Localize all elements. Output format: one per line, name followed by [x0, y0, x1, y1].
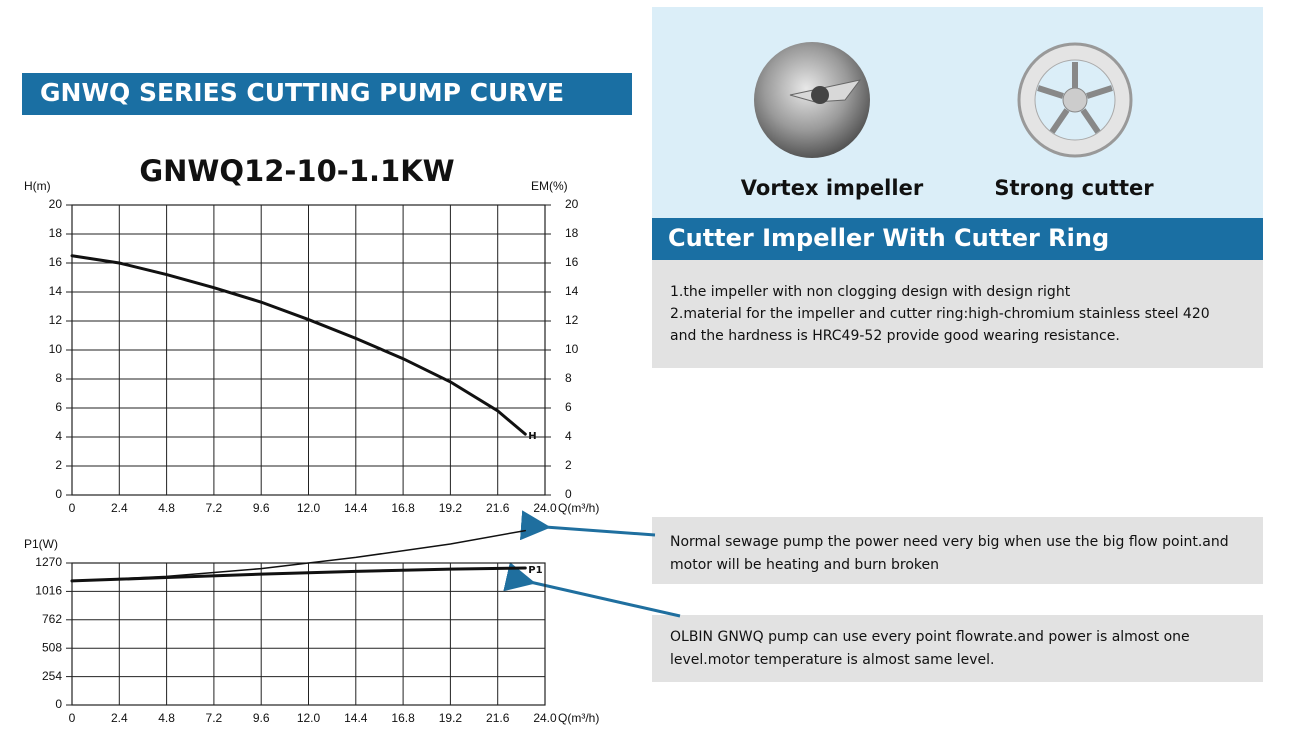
x-tick-label: 24.0 — [533, 501, 557, 515]
y-tick-label: 8 — [55, 371, 62, 385]
x-tick-label: 2.4 — [111, 711, 128, 725]
x-tick-label: 7.2 — [206, 501, 223, 515]
note-arrow — [503, 562, 681, 618]
note-line: Normal sewage pump the power need very b… — [670, 534, 1229, 550]
y2-tick-label: 20 — [565, 197, 579, 211]
x-tick-label: 14.4 — [344, 711, 368, 725]
cutter-hub — [1062, 87, 1088, 113]
x-axis-label: Q(m³/h) — [558, 711, 599, 725]
x-tick-label: 4.8 — [158, 501, 175, 515]
y2-tick-label: 8 — [565, 371, 572, 385]
note-line: level.motor temperature is almost same l… — [670, 652, 995, 668]
x-tick-label: 12.0 — [297, 501, 321, 515]
x-tick-label: 0 — [69, 501, 76, 515]
feature-line: and the hardness is HRC49-52 provide goo… — [670, 328, 1120, 344]
y2-tick-label: 4 — [565, 429, 572, 443]
image-caption: Vortex impeller — [741, 176, 924, 200]
y-tick-label: 14 — [49, 284, 63, 298]
series-line — [70, 566, 527, 583]
image-caption: Strong cutter — [994, 176, 1154, 200]
y-tick-label: 2 — [55, 458, 62, 472]
y-tick-label: 12 — [49, 313, 63, 327]
feature-line: 2.material for the impeller and cutter r… — [670, 306, 1210, 322]
feature-bar — [652, 218, 1263, 260]
series-line — [70, 254, 527, 436]
note-line: motor will be heating and burn broken — [670, 557, 939, 573]
y-tick-label: 254 — [42, 669, 62, 683]
x-tick-label: 4.8 — [158, 711, 175, 725]
y-tick-label: 508 — [42, 640, 62, 654]
y-tick-label: 16 — [49, 255, 63, 269]
y2-tick-label: 18 — [565, 226, 579, 240]
y-tick-label: 1270 — [35, 555, 62, 569]
y2-tick-label: 2 — [565, 458, 572, 472]
y2-tick-label: 16 — [565, 255, 579, 269]
feature-line: 1.the impeller with non clogging design … — [670, 284, 1071, 300]
note-box — [652, 615, 1263, 682]
header-title: GNWQ SERIES CUTTING PUMP CURVE — [40, 78, 564, 107]
y-tick-label: 4 — [55, 429, 62, 443]
series-label: P1 — [528, 565, 542, 576]
x-tick-label: 16.8 — [391, 711, 415, 725]
x-tick-label: 24.0 — [533, 711, 557, 725]
y2-tick-label: 10 — [565, 342, 579, 356]
x-tick-label: 0 — [69, 711, 76, 725]
y-tick-label: 18 — [49, 226, 63, 240]
y-axis-label: P1(W) — [24, 537, 58, 551]
y-tick-label: 10 — [49, 342, 63, 356]
y2-tick-label: 6 — [565, 400, 572, 414]
header-bar — [22, 73, 632, 115]
note-line: OLBIN GNWQ pump can use every point flow… — [670, 629, 1190, 645]
x-tick-label: 21.6 — [486, 501, 510, 515]
x-tick-label: 9.6 — [253, 501, 270, 515]
y-tick-label: 6 — [55, 400, 62, 414]
y-tick-label: 0 — [55, 487, 62, 501]
x-tick-label: 7.2 — [206, 711, 223, 725]
y-tick-label: 0 — [55, 697, 62, 711]
y2-tick-label: 14 — [565, 284, 579, 298]
x-axis-label: Q(m³/h) — [558, 501, 599, 515]
chart-title: GNWQ12-10-1.1KW — [139, 154, 454, 188]
y-axis-label: H(m) — [24, 179, 51, 193]
feature-title: Cutter Impeller With Cutter Ring — [668, 224, 1109, 252]
note-arrow — [519, 510, 656, 541]
y2-axis-label: EM(%) — [531, 179, 568, 193]
x-tick-label: 21.6 — [486, 711, 510, 725]
x-tick-label: 14.4 — [344, 501, 368, 515]
y-tick-label: 1016 — [35, 584, 62, 598]
y2-tick-label: 0 — [565, 487, 572, 501]
x-tick-label: 19.2 — [439, 501, 463, 515]
feature-box — [652, 260, 1263, 368]
y2-tick-label: 12 — [565, 313, 579, 327]
series-label: H — [528, 431, 536, 442]
x-tick-label: 2.4 — [111, 501, 128, 515]
x-tick-label: 16.8 — [391, 501, 415, 515]
x-tick-label: 9.6 — [253, 711, 270, 725]
x-tick-label: 19.2 — [439, 711, 463, 725]
y-tick-label: 20 — [49, 197, 63, 211]
impeller-hub — [811, 86, 829, 104]
image-panel — [652, 7, 1263, 218]
cutter-teeth — [1037, 62, 1113, 134]
note-box — [652, 517, 1263, 584]
x-tick-label: 12.0 — [297, 711, 321, 725]
y-tick-label: 762 — [42, 612, 62, 626]
